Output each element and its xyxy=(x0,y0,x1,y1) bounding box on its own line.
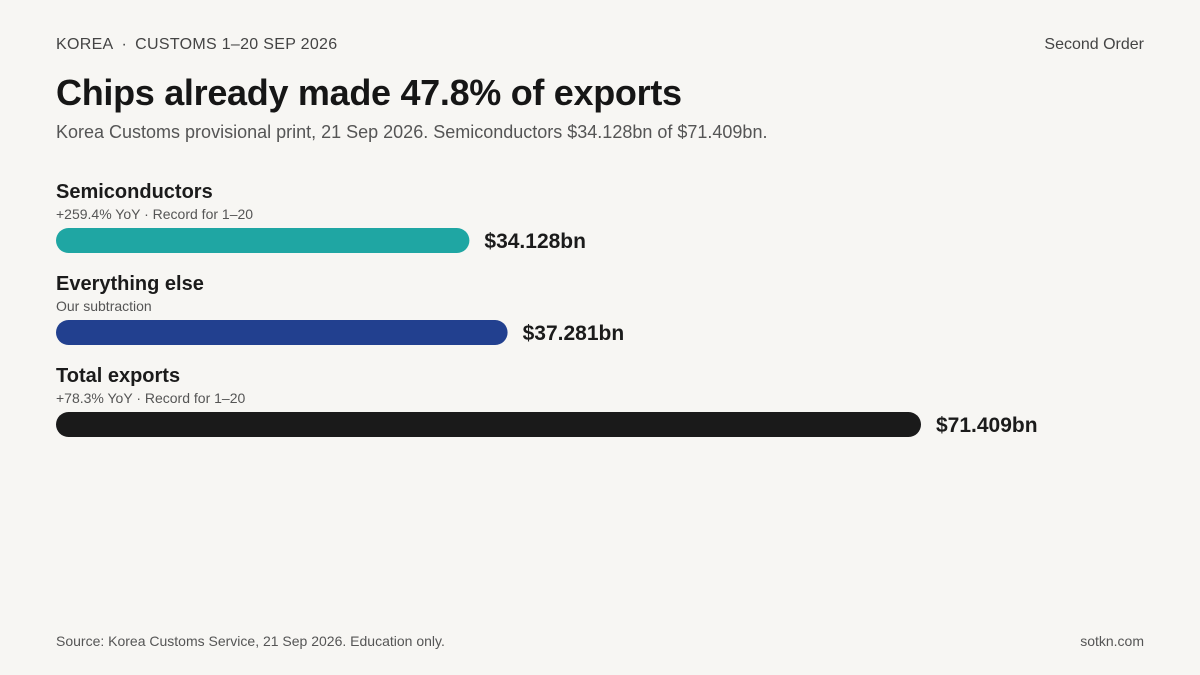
bar-note: Our subtraction xyxy=(56,298,152,314)
bar xyxy=(56,228,470,253)
footer-source: Source: Korea Customs Service, 21 Sep 20… xyxy=(56,633,445,649)
bar-label: Total exports xyxy=(56,365,180,387)
bar-value-label: $37.281bn xyxy=(523,322,625,345)
bar xyxy=(56,320,508,345)
brand-name: Second Order xyxy=(1044,36,1144,53)
kicker-country: KOREA xyxy=(56,36,114,53)
bar-value-label: $71.409bn xyxy=(936,414,1038,437)
kicker: KOREA · CUSTOMS 1–20 SEP 2026 xyxy=(56,36,337,54)
bar-row: Everything else Our subtraction $37.281bn xyxy=(56,273,624,345)
bar-row: Total exports +78.3% YoY · Record for 1–2… xyxy=(56,365,1038,437)
bar xyxy=(56,412,921,437)
bar-note: +259.4% YoY · Record for 1–20 xyxy=(56,206,253,222)
bar-chart: Semiconductors +259.4% YoY · Record for 1… xyxy=(56,181,1038,437)
chart-subtitle: Korea Customs provisional print, 21 Sep … xyxy=(56,122,768,142)
chart-title: Chips already made 47.8% of exports xyxy=(56,72,682,113)
bar-value-label: $34.128bn xyxy=(484,230,586,253)
bar-label: Everything else xyxy=(56,273,204,295)
header-bar: KOREA · CUSTOMS 1–20 SEP 2026 Second Order xyxy=(56,36,1144,54)
kicker-period: CUSTOMS 1–20 SEP 2026 xyxy=(135,36,338,53)
footer-site: sotkn.com xyxy=(1080,633,1144,649)
bar-row: Semiconductors +259.4% YoY · Record for 1… xyxy=(56,181,586,253)
kicker-separator: · xyxy=(121,36,128,53)
bar-label: Semiconductors xyxy=(56,181,213,203)
bar-note: +78.3% YoY · Record for 1–20 xyxy=(56,390,245,406)
